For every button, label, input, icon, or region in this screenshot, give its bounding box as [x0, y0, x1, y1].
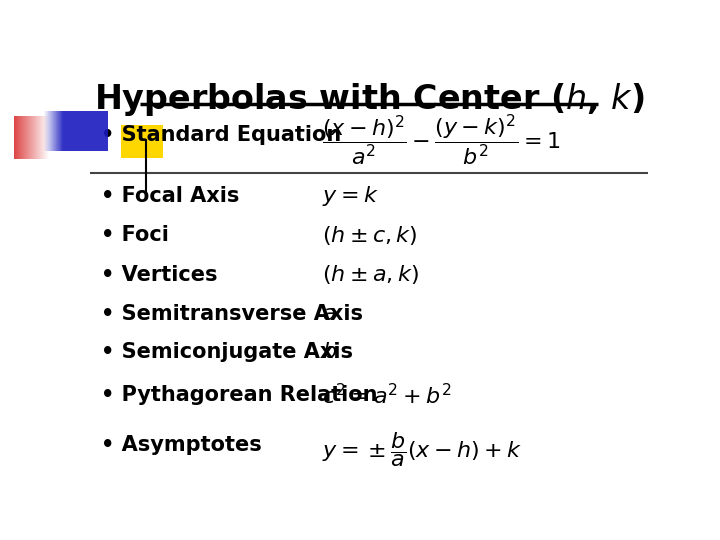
Text: $b$: $b$ — [322, 342, 337, 362]
Text: • Standard Equation: • Standard Equation — [101, 125, 341, 145]
Text: $(h\pm a,k)$: $(h\pm a,k)$ — [322, 264, 418, 286]
Text: $(h\pm c,k)$: $(h\pm c,k)$ — [322, 224, 417, 247]
Text: $y=k$: $y=k$ — [322, 184, 378, 208]
Bar — [121, 125, 163, 158]
Text: • Semitransverse Axis: • Semitransverse Axis — [101, 304, 363, 325]
Text: $a$: $a$ — [322, 304, 336, 325]
Text: • Pythagorean Relation: • Pythagorean Relation — [101, 386, 378, 406]
Text: • Focal Axis: • Focal Axis — [101, 186, 240, 206]
Text: • Semiconjugate Axis: • Semiconjugate Axis — [101, 342, 353, 362]
Text: • Foci: • Foci — [101, 225, 169, 245]
Text: $\dfrac{(x-h)^{2}}{a^{2}}-\dfrac{(y-k)^{2}}{b^{2}}=1$: $\dfrac{(x-h)^{2}}{a^{2}}-\dfrac{(y-k)^{… — [322, 112, 560, 167]
Text: $c^{2}=a^{2}+b^{2}$: $c^{2}=a^{2}+b^{2}$ — [322, 383, 451, 408]
Text: • Vertices: • Vertices — [101, 265, 217, 285]
Text: Hyperbolas with Center ($\mathit{h}$, $\mathit{k}$): Hyperbolas with Center ($\mathit{h}$, $\… — [94, 82, 644, 118]
Text: $y=\pm\dfrac{b}{a}(x-h)+k$: $y=\pm\dfrac{b}{a}(x-h)+k$ — [322, 430, 522, 469]
Text: • Asymptotes: • Asymptotes — [101, 435, 262, 455]
